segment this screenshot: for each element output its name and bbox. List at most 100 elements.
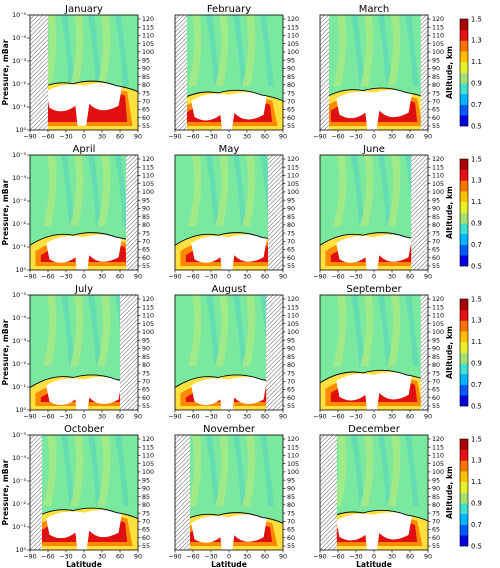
alt-tick-label: 115 [287, 444, 299, 451]
field-band [188, 15, 202, 87]
alt-tick-label: 85 [287, 354, 295, 361]
xlabel-latitude: Latitude [211, 560, 247, 568]
field-band [233, 155, 247, 227]
colorbar-tick-label: 0.9 [471, 360, 482, 368]
axis-labels: Altitude, km Altitude, km Altitude, km Alti… [445, 46, 454, 519]
field-band [360, 435, 374, 507]
colorbar-tick-label: 0.7 [471, 521, 482, 529]
colorbar-tick-label: 0.9 [471, 220, 482, 228]
alt-tick-label: 120 [142, 16, 154, 23]
colorbar-frame [459, 298, 469, 407]
x-tick-label: 60 [116, 274, 124, 281]
alt-tick-label: 55 [142, 123, 150, 130]
alt-tick-label: 65 [432, 387, 440, 394]
alt-tick-label: 105 [287, 181, 299, 188]
alt-tick-label: 70 [142, 519, 150, 526]
alt-tick-label: 90 [287, 346, 295, 353]
saturated-core [46, 234, 122, 278]
colorbar-segment [460, 40, 468, 52]
field-band [215, 15, 229, 87]
panel-grid: January10⁻⁵10⁻⁴10⁻³10⁻²10⁻¹10⁰1201151101… [1, 4, 444, 568]
x-tick-label: −60 [186, 554, 199, 561]
field-band [43, 155, 57, 227]
colorbar-segment [460, 363, 468, 375]
colorbar-segment [460, 471, 468, 483]
x-tick-label: 90 [424, 554, 432, 561]
field-band [351, 295, 365, 367]
field-band [97, 435, 111, 507]
alt-tick-label: 115 [287, 24, 299, 31]
field-band [61, 295, 75, 367]
field-band [188, 155, 202, 227]
ylabel-altitude: Altitude, km [445, 46, 454, 99]
x-tick-label: 90 [424, 134, 432, 141]
x-tick-label: −90 [23, 274, 36, 281]
field-band [233, 15, 247, 87]
colorbar-segment [460, 169, 468, 181]
colorbar-segment [460, 244, 468, 256]
colorbar-tick-label: 1.1 [471, 478, 482, 486]
alt-tick-label: 115 [142, 164, 154, 171]
y-tick-label: 10⁻² [12, 361, 26, 368]
alt-tick-label: 95 [287, 57, 295, 64]
field-band [206, 15, 220, 87]
colorbar-segment [460, 201, 468, 213]
x-tick-label: −30 [59, 414, 72, 421]
xlabel-latitude: Latitude [66, 560, 102, 568]
colorbar-segment [460, 341, 468, 353]
x-tick-label: 90 [134, 134, 142, 141]
x-tick-label: 0 [372, 554, 376, 561]
y-tick-label: 10⁻³ [12, 338, 26, 345]
colorbar-tick-label: 1.3 [471, 37, 482, 45]
alt-tick-label: 115 [142, 444, 154, 451]
x-tick-label: 0 [372, 414, 376, 421]
x-tick-label: 0 [82, 134, 86, 141]
alt-tick-label: 120 [432, 436, 444, 443]
colorbar-segment [460, 212, 468, 224]
x-tick-label: 60 [406, 554, 414, 561]
alt-tick-label: 90 [142, 346, 150, 353]
x-tick-label: 60 [261, 134, 269, 141]
x-tick-label: −30 [59, 554, 72, 561]
colorbar-segment [460, 19, 468, 30]
alt-tick-label: 110 [287, 173, 299, 180]
x-tick-label: −90 [168, 414, 181, 421]
alt-tick-label: 85 [142, 74, 150, 81]
ylabel-altitude: Altitude, km [445, 186, 454, 239]
x-tick-label: 30 [243, 274, 251, 281]
colorbar-segment [460, 255, 468, 267]
panel-title: October [64, 424, 105, 435]
field-band [43, 15, 57, 87]
field-band [88, 155, 102, 227]
colorbar-segment [460, 535, 468, 547]
x-tick-label: −60 [331, 554, 344, 561]
x-tick-label: 60 [261, 274, 269, 281]
x-tick-label: −90 [23, 554, 36, 561]
x-tick-label: 30 [98, 554, 106, 561]
colorbar: 0.5 0.7 0.9 1.1 1.3 1.5 [459, 155, 482, 270]
alt-tick-label: 60 [287, 535, 295, 542]
contour-line [319, 509, 429, 524]
colorbar-frame [459, 158, 469, 267]
field-band [206, 155, 220, 227]
field-band [333, 435, 347, 507]
x-tick-label: −30 [349, 414, 362, 421]
y-tick-label: 10⁻¹ [12, 384, 26, 391]
saturated-core [191, 92, 267, 135]
alt-tick-label: 110 [287, 453, 299, 460]
colorbar-tick-label: 1.1 [471, 338, 482, 346]
alt-tick-label: 85 [287, 494, 295, 501]
field-band [206, 295, 220, 367]
alt-tick-label: 120 [287, 436, 299, 443]
polar-night-mask [30, 15, 48, 130]
colorbar-tick-label: 0.7 [471, 241, 482, 249]
field-band [387, 435, 401, 507]
alt-tick-label: 75 [287, 510, 295, 517]
x-tick-label: 90 [279, 554, 287, 561]
colorbar-tick-label: 1.3 [471, 317, 482, 325]
panel-february: February12011511010510095908580757065605… [168, 4, 299, 141]
x-tick-label: 90 [134, 554, 142, 561]
x-tick-label: −90 [23, 134, 36, 141]
panel-title: July [74, 284, 93, 295]
alt-tick-label: 100 [287, 49, 299, 56]
